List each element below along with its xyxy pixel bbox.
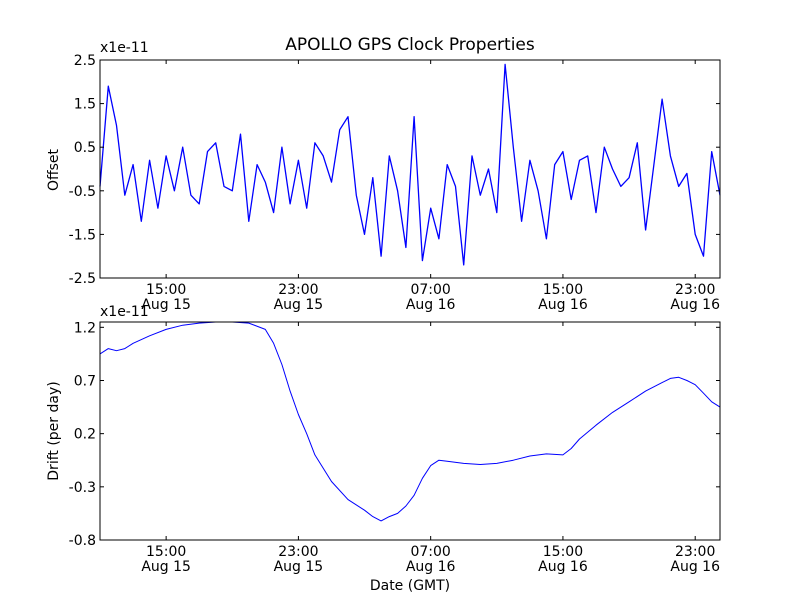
xtick-label-date-1-4: Aug 16: [670, 559, 720, 575]
offset-multiplier: x1e-11: [100, 40, 149, 56]
xtick-label-time-1-1: 23:00: [278, 544, 318, 560]
drift-ylabel: Drift (per day): [46, 381, 62, 480]
xtick-label-date-1-3: Aug 16: [538, 559, 588, 575]
series-line-0-0: [99, 63, 721, 266]
xtick-label-date-0-2: Aug 16: [406, 297, 456, 313]
series-line-1-0: [99, 321, 721, 522]
ytick-label-0-2: -0.5: [69, 184, 96, 200]
xtick-label-time-0-1: 23:00: [278, 282, 318, 298]
xtick-label-date-1-0: Aug 15: [141, 559, 191, 575]
drift-multiplier: x1e-11: [100, 304, 149, 320]
xtick-label-date-0-3: Aug 16: [538, 297, 588, 313]
drift-panel: x1e-11 Drift (per day) Date (GMT) -0.8 -0…: [46, 304, 721, 594]
ytick-label-1-1: -0.3: [69, 480, 96, 496]
xtick-label-time-0-4: 23:00: [675, 282, 715, 298]
offset-panel: x1e-11 Offset -2.5 -1.5 -0.5 0.5 1.5 2.5 15:00…: [46, 40, 721, 313]
xtick-label-time-0-3: 15:00: [543, 282, 583, 298]
ytick-label-1-2: 0.2: [74, 427, 96, 443]
ytick-label-0-0: -2.5: [69, 271, 96, 287]
offset-axes-frame: [99, 59, 721, 279]
xtick-label-date-0-1: Aug 15: [274, 297, 324, 313]
xtick-label-date-1-1: Aug 15: [274, 559, 324, 575]
figure-title: APOLLO GPS Clock Properties: [285, 35, 535, 55]
xtick-label-time-1-2: 07:00: [410, 544, 450, 560]
ytick-label-0-1: -1.5: [69, 227, 96, 243]
drift-xlabel: Date (GMT): [370, 578, 450, 594]
xtick-label-date-1-2: Aug 16: [406, 559, 456, 575]
xtick-label-time-1-4: 23:00: [675, 544, 715, 560]
xtick-label-time-1-3: 15:00: [543, 544, 583, 560]
ytick-label-0-4: 1.5: [74, 97, 96, 113]
offset-ylabel: Offset: [46, 148, 62, 191]
ytick-label-1-0: -0.8: [69, 533, 96, 549]
ytick-label-1-4: 1.2: [74, 320, 96, 336]
ytick-label-0-3: 0.5: [74, 140, 96, 156]
xtick-label-time-0-0: 15:00: [146, 282, 186, 298]
drift-axes-frame: [99, 321, 721, 541]
xtick-label-date-0-4: Aug 16: [670, 297, 720, 313]
xtick-label-time-0-2: 07:00: [410, 282, 450, 298]
xtick-label-time-1-0: 15:00: [146, 544, 186, 560]
ytick-label-1-3: 0.7: [74, 373, 96, 389]
ytick-label-0-5: 2.5: [74, 53, 96, 69]
xtick-label-date-0-0: Aug 15: [141, 297, 191, 313]
